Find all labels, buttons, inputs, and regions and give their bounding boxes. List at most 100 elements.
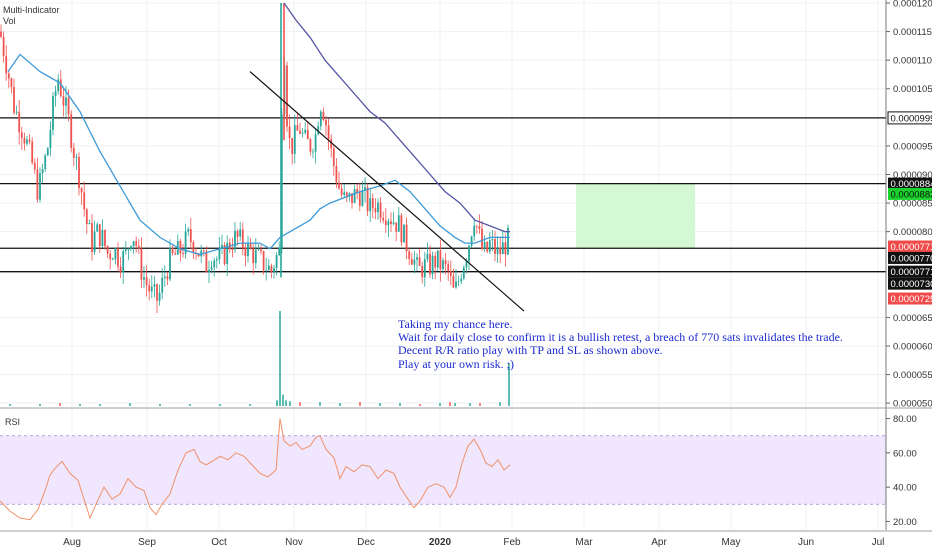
candle <box>452 268 455 288</box>
candle <box>2 31 5 63</box>
candle <box>218 237 221 265</box>
candle-body <box>278 247 281 256</box>
price-tag: 0.0000882 <box>888 187 932 200</box>
candle-body <box>501 242 504 255</box>
candle <box>109 249 112 270</box>
indicator-legend-item[interactable]: Vol <box>3 16 16 26</box>
candle-body <box>33 162 36 170</box>
candle-body <box>231 249 234 251</box>
candle <box>304 122 307 135</box>
candle-body <box>312 151 314 153</box>
candle <box>75 153 78 170</box>
candle-body <box>72 147 75 158</box>
candle <box>449 260 452 286</box>
horizontal-levels[interactable] <box>0 117 886 273</box>
candle <box>44 153 47 172</box>
candle-body <box>434 255 437 268</box>
volume-bar <box>279 311 281 406</box>
candle-body <box>296 125 299 131</box>
candle <box>205 246 208 273</box>
rsi-pane <box>0 418 886 521</box>
candle <box>15 105 18 115</box>
candle-body <box>403 224 405 243</box>
candle <box>361 181 364 207</box>
rsi-title: RSI <box>5 417 21 427</box>
rsi-tick-label: 80.00 <box>893 414 917 425</box>
candle <box>5 45 8 81</box>
candle-body <box>137 245 140 249</box>
candle <box>130 245 132 252</box>
trendline[interactable] <box>249 71 525 312</box>
candle <box>221 234 223 255</box>
candle-body <box>210 267 213 270</box>
volume-bar <box>249 404 251 406</box>
candle <box>20 126 23 150</box>
candle-body <box>106 246 109 254</box>
ma-fast-line <box>7 53 510 256</box>
rsi-line <box>0 418 511 521</box>
volume-bar <box>99 404 101 406</box>
candle <box>91 214 93 261</box>
candle-body <box>327 125 330 139</box>
annotation-line: Wait for daily close to confirm it is a … <box>398 330 843 345</box>
candle <box>319 109 322 131</box>
candle-body <box>111 259 114 261</box>
candle <box>83 181 86 217</box>
annotation-line: Taking my chance here. <box>398 317 513 331</box>
candle-body <box>221 244 223 249</box>
candle <box>371 193 374 219</box>
candle-body <box>304 129 307 133</box>
grid <box>0 0 886 530</box>
price-tag-box <box>888 292 932 305</box>
candle-body <box>62 96 65 106</box>
candle <box>481 220 483 251</box>
volume-bar <box>499 402 501 406</box>
candle-body <box>67 97 70 115</box>
candle-body <box>306 129 309 140</box>
candle <box>494 230 496 262</box>
price-tag: 0.0000999 <box>887 111 932 125</box>
x-tick-label: Jun <box>798 537 814 548</box>
candle-body <box>447 264 450 271</box>
candle-body <box>473 225 476 237</box>
candle <box>426 242 429 263</box>
candle-body <box>275 255 278 269</box>
candle <box>322 107 325 122</box>
candle-body <box>49 129 52 149</box>
candle-body <box>356 189 359 193</box>
candle <box>299 122 301 135</box>
x-tick-label: 2020 <box>429 537 452 548</box>
volume-bar <box>379 403 381 406</box>
candle-body <box>475 225 478 227</box>
x-tick-label: Apr <box>651 537 667 548</box>
candle-body <box>379 202 382 218</box>
candle <box>176 234 179 256</box>
candle-body <box>457 281 460 283</box>
candle <box>101 219 104 248</box>
candle-body <box>387 221 390 226</box>
candle <box>36 157 39 203</box>
volume-bar <box>9 404 11 406</box>
indicator-legend-item[interactable]: Multi-Indicator <box>3 5 60 15</box>
candle <box>377 198 379 221</box>
volume-bar <box>439 403 441 406</box>
price-tag-label: 0.0000884 <box>891 179 932 190</box>
volume-bar <box>359 402 361 406</box>
candle-body <box>223 244 226 265</box>
volume-bar <box>479 403 481 406</box>
candle-body <box>54 91 57 97</box>
candle-body <box>416 257 418 260</box>
candle-body <box>262 251 265 271</box>
candle <box>496 236 499 264</box>
candle <box>444 253 447 275</box>
candle-body <box>491 239 494 241</box>
candle-body <box>288 126 291 139</box>
candle <box>163 265 166 287</box>
candle <box>356 183 359 200</box>
indicator-legend: Multi-Indicator Vol <box>3 5 60 27</box>
x-tick-label: Mar <box>575 537 593 548</box>
